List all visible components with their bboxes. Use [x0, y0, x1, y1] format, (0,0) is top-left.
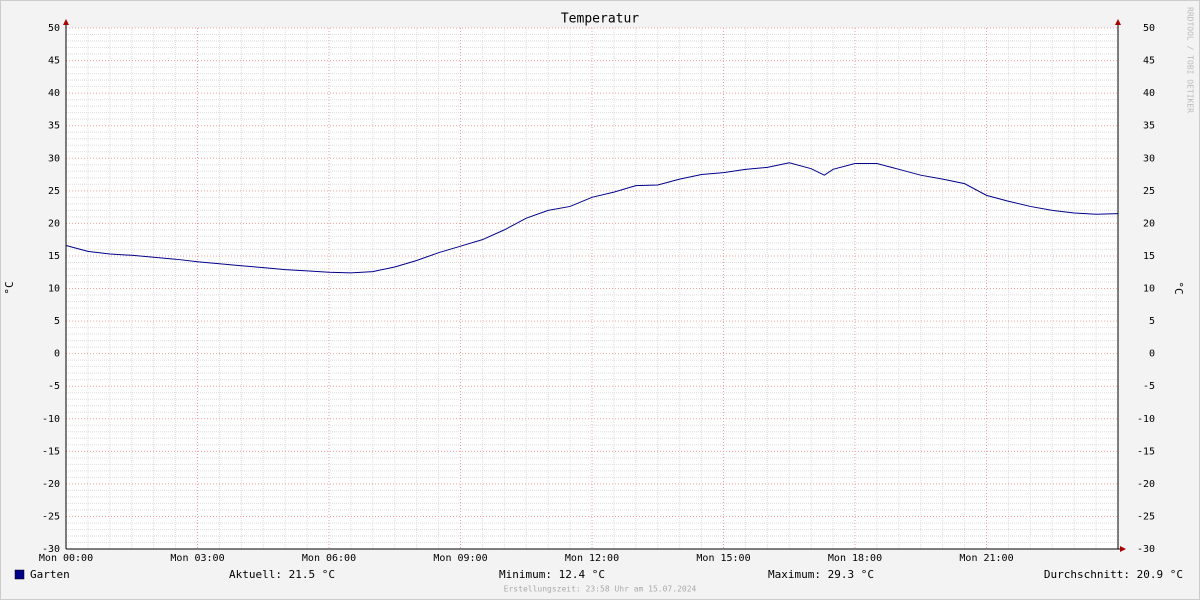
- y2-tick-label: 30: [1143, 153, 1155, 164]
- y2-tick-label: 5: [1149, 316, 1155, 327]
- y-tick-label: 40: [48, 88, 60, 99]
- y2-tick-label: 50: [1143, 23, 1155, 34]
- x-tick-label: Mon 21:00: [959, 553, 1013, 564]
- plot: [65, 162, 1119, 274]
- y-tick-label: 25: [48, 186, 60, 197]
- y-tick-label: -10: [42, 414, 60, 425]
- y-tick-label: 0: [54, 349, 60, 360]
- y2-tick-label: 15: [1143, 251, 1155, 262]
- stat: Aktuell: 21.5 °C: [229, 568, 335, 581]
- y-tick-label: -15: [42, 446, 60, 457]
- y-tick-label: 10: [48, 284, 60, 295]
- axis-arrow: [1115, 19, 1121, 25]
- x-tick-label: Mon 03:00: [170, 553, 224, 564]
- legend-label: Garten: [30, 568, 70, 581]
- y-tick-label: 35: [48, 121, 60, 132]
- y2-tick-label: -20: [1137, 479, 1155, 490]
- chart-title: Temperatur: [561, 12, 639, 27]
- y-tick-label: -20: [42, 479, 60, 490]
- legend-swatch: [14, 569, 25, 580]
- y-tick-label: 45: [48, 56, 60, 67]
- y-tick-label: 50: [48, 23, 60, 34]
- axis-arrow: [63, 19, 69, 25]
- x-tick-label: Mon 06:00: [302, 553, 356, 564]
- y2-tick-label: 10: [1143, 284, 1155, 295]
- y2-tick-label: 25: [1143, 186, 1155, 197]
- x-tick-label: Mon 12:00: [565, 553, 619, 564]
- axis-arrow: [1120, 546, 1126, 552]
- y2-tick-label: -10: [1137, 414, 1155, 425]
- stat: Minimum: 12.4 °C: [499, 568, 605, 581]
- y-tick-label: 5: [54, 316, 60, 327]
- y-tick-label: -25: [42, 511, 60, 522]
- y-axis-label: °C: [3, 281, 16, 294]
- y-tick-label: 15: [48, 251, 60, 262]
- y-tick-label: -30: [42, 544, 60, 555]
- y2-tick-label: -15: [1137, 446, 1155, 457]
- x-tick-label: Mon 18:00: [828, 553, 882, 564]
- stat: Maximum: 29.3 °C: [768, 568, 874, 581]
- y2-tick-label: -25: [1137, 511, 1155, 522]
- y-tick-label: 30: [48, 153, 60, 164]
- y-tick-label: 20: [48, 218, 60, 229]
- y2-tick-label: 40: [1143, 88, 1155, 99]
- grid: [65, 27, 1118, 550]
- y2-tick-label: -5: [1143, 381, 1155, 392]
- stat: Durchschnitt: 20.9 °C: [1044, 568, 1183, 581]
- y2-tick-label: -30: [1137, 544, 1155, 555]
- x-tick-label: Mon 09:00: [433, 553, 487, 564]
- watermark: RRDTOOL / TOBI OETIKER: [1186, 7, 1195, 113]
- y2-tick-label: 0: [1149, 349, 1155, 360]
- y2-tick-label: 45: [1143, 56, 1155, 67]
- footer: Erstellungszeit: 23:58 Uhr am 15.07.2024: [504, 585, 697, 594]
- x-tick-label: Mon 00:00: [39, 553, 93, 564]
- y2-axis-label: °C: [1172, 281, 1185, 294]
- y-tick-label: -5: [48, 381, 60, 392]
- y2-tick-label: 35: [1143, 121, 1155, 132]
- line-series: [65, 162, 1119, 274]
- x-tick-label: Mon 15:00: [696, 553, 750, 564]
- y2-tick-label: 20: [1143, 218, 1155, 229]
